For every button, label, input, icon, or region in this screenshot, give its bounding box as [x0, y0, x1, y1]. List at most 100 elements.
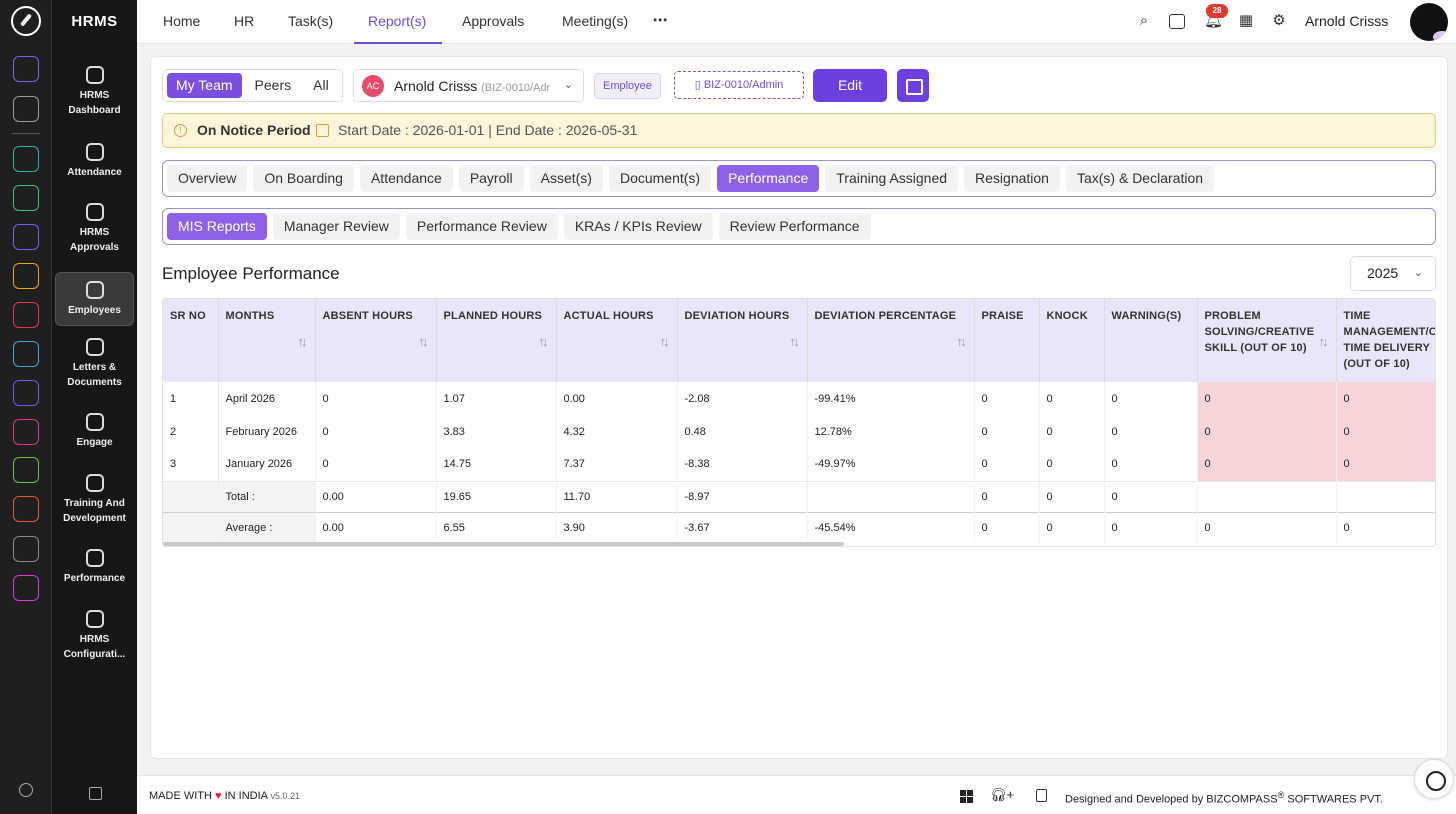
column-header[interactable]: PROBLEM SOLVING/CREATIVE SKILL (OUT OF 1… — [1197, 299, 1337, 382]
table-cell: 0 — [1336, 382, 1435, 415]
sidebar-item-5[interactable]: Engage — [55, 411, 134, 453]
table-cell: April 2026 — [218, 382, 316, 415]
table-cell: 1.07 — [436, 382, 557, 415]
subtab-1[interactable]: Manager Review — [272, 213, 400, 240]
table-cell: 0 — [1104, 511, 1198, 543]
sort-icon[interactable]: ↑↓ — [659, 334, 670, 349]
sidebar-item-4[interactable]: Letters & Documents — [55, 336, 134, 392]
table-cell: 0 — [1104, 480, 1198, 512]
tab-8[interactable]: Resignation — [964, 165, 1060, 192]
sort-icon[interactable]: ↑↓ — [1318, 334, 1329, 349]
sort-icon[interactable]: ↑↓ — [956, 334, 967, 349]
stopwatch-icon[interactable] — [1414, 759, 1454, 799]
nav-reports[interactable]: Report(s) — [354, 0, 442, 44]
sidebar-item-1[interactable]: Attendance — [55, 141, 134, 183]
search-icon[interactable] — [19, 783, 33, 797]
column-header[interactable]: MONTHS ↑↓ — [218, 299, 316, 382]
tab-4[interactable]: Asset(s) — [529, 165, 603, 192]
more-menu-icon[interactable]: ⋯ — [652, 12, 668, 29]
sidebar-item-0[interactable]: HRMS Dashboard — [55, 64, 134, 120]
table-cell: 0 — [1039, 480, 1105, 512]
sidebar-item-3[interactable]: Employees — [55, 272, 134, 326]
table-cell: 0 — [1336, 448, 1435, 481]
subtab-0[interactable]: MIS Reports — [167, 213, 267, 240]
target-icon[interactable] — [13, 302, 39, 328]
notice-dates: Start Date : 2026-01-01 | End Date : 202… — [338, 122, 638, 138]
column-header[interactable]: ACTUAL HOURS ↑↓ — [556, 299, 678, 382]
sort-icon[interactable]: ↑↓ — [418, 334, 429, 349]
tab-1[interactable]: On Boarding — [253, 165, 354, 192]
subtab-2[interactable]: Performance Review — [405, 213, 558, 240]
filter-all[interactable]: All — [313, 77, 329, 93]
table-cell: 0 — [974, 480, 1040, 512]
column-header[interactable]: DEVIATION PERCENTAGE ↑↓ — [807, 299, 975, 382]
table-cell: 6.55 — [436, 511, 557, 543]
file-icon[interactable] — [13, 457, 39, 483]
table-cell: 0 — [315, 415, 437, 448]
employee-code-tag[interactable]: ▯ BIZ-0010/Admin — [674, 71, 804, 99]
tab-5[interactable]: Document(s) — [608, 165, 712, 192]
monitor-icon[interactable] — [13, 419, 39, 445]
home-alt-icon[interactable] — [13, 536, 39, 562]
filter-peers[interactable]: Peers — [254, 77, 292, 93]
apps-grid-icon[interactable]: ▦ — [1238, 12, 1254, 29]
briefcase-icon[interactable] — [13, 224, 39, 250]
gear-icon[interactable]: ⚙ — [1272, 12, 1286, 29]
sort-icon[interactable]: ↑↓ — [297, 334, 308, 349]
tab-7[interactable]: Training Assigned — [825, 165, 959, 192]
performance-table: SR NO MONTHS ↑↓ ABSENT HOURS ↑↓ PLANNED HOURS… — [162, 298, 1436, 547]
tab-6[interactable]: Performance — [717, 165, 820, 192]
app-rail — [0, 0, 52, 814]
document-icon[interactable] — [1036, 789, 1047, 802]
headset-plus-icon[interactable]: 🎧︎+ — [990, 787, 1015, 802]
sort-icon[interactable]: ↑↓ — [789, 334, 800, 349]
people-icon[interactable] — [13, 146, 39, 172]
edit-button[interactable]: Edit — [813, 69, 887, 102]
column-header[interactable]: PLANNED HOURS ↑↓ — [436, 299, 557, 382]
user-name[interactable]: Arnold Crisss — [1305, 13, 1389, 29]
filter-my-team[interactable]: My Team — [167, 73, 242, 98]
pin-icon[interactable] — [13, 96, 39, 122]
notice-title: On Notice Period — [197, 122, 311, 138]
app-logo-icon[interactable] — [11, 6, 41, 36]
chat-icon[interactable] — [13, 185, 39, 211]
search-icon[interactable]: ⌕ — [1139, 12, 1149, 29]
tab-2[interactable]: Attendance — [359, 165, 453, 192]
layers-icon[interactable] — [13, 380, 39, 406]
collapse-sidebar-icon[interactable] — [89, 787, 102, 800]
sidebar-item-6[interactable]: Training And Development — [55, 472, 134, 528]
tab-3[interactable]: Payroll — [458, 165, 524, 192]
column-header[interactable]: DEVIATION HOURS ↑↓ — [677, 299, 808, 382]
employees-icon — [85, 281, 104, 299]
home-icon[interactable] — [13, 56, 39, 82]
sidebar-item-2[interactable]: HRMS Approvals — [55, 201, 134, 257]
tab-9[interactable]: Tax(s) & Declaration — [1065, 165, 1215, 192]
subtab-3[interactable]: KRAs / KPIs Review — [563, 213, 713, 240]
nav-home[interactable]: Home — [163, 13, 201, 29]
column-header[interactable]: ABSENT HOURS ↑↓ — [315, 299, 437, 382]
table-cell — [163, 480, 219, 512]
employee-select[interactable]: AC Arnold Crisss (BIZ-0010/Adr ⌄ — [353, 69, 584, 102]
user-avatar[interactable] — [1410, 3, 1448, 41]
sidebar-item-8[interactable]: HRMS Configurati... — [55, 608, 134, 664]
nav-hr[interactable]: HR — [234, 13, 255, 29]
windows-icon[interactable] — [960, 790, 973, 803]
hands-icon[interactable] — [13, 263, 39, 289]
sort-icon[interactable]: ↑↓ — [538, 334, 549, 349]
nav-tasks[interactable]: Task(s) — [288, 13, 334, 29]
table-cell: February 2026 — [218, 415, 316, 448]
archive-icon[interactable] — [13, 341, 39, 367]
tab-0[interactable]: Overview — [167, 165, 248, 192]
id-card-button[interactable] — [897, 69, 929, 102]
year-select[interactable]: 2025 ⌄ — [1350, 256, 1436, 291]
table-cell: 0 — [1197, 511, 1337, 543]
award-icon[interactable] — [13, 496, 39, 522]
credit-text: Designed and Developed by BIZCOMPASS — [1065, 793, 1278, 806]
calendar-icon[interactable] — [1169, 14, 1185, 29]
settings-alt-icon[interactable] — [13, 575, 39, 601]
subtab-4[interactable]: Review Performance — [718, 213, 871, 240]
nav-approvals[interactable]: Approvals — [462, 13, 525, 29]
nav-meetings[interactable]: Meeting(s) — [562, 13, 629, 29]
sidebar-item-7[interactable]: Performance — [55, 547, 134, 589]
horizontal-scrollbar[interactable] — [163, 542, 844, 546]
